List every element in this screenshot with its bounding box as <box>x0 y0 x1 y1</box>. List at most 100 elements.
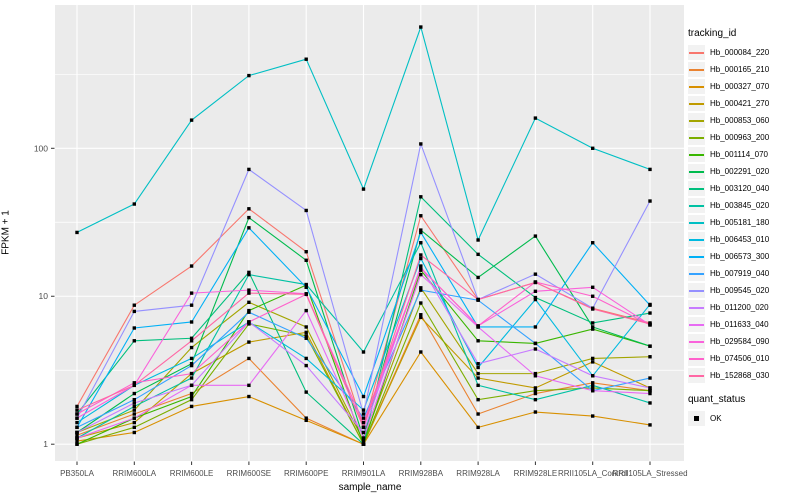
data-point <box>591 414 595 418</box>
ok-point-key <box>688 411 705 426</box>
legend: tracking_id Hb_000084_220 Hb_000165_210 Hb… <box>688 28 798 427</box>
data-point <box>533 272 538 276</box>
legend-item-Hb_000853_060: Hb_000853_060 <box>688 112 798 129</box>
data-point <box>591 285 595 289</box>
line-swatch-stroke <box>689 255 704 258</box>
line-swatch <box>688 130 705 145</box>
data-point <box>247 272 251 277</box>
data-point <box>75 430 79 435</box>
data-point <box>132 397 136 402</box>
data-point <box>247 383 251 388</box>
data-point <box>361 439 366 443</box>
line-swatch-stroke <box>689 85 704 88</box>
data-point <box>189 391 194 396</box>
data-point <box>132 339 136 343</box>
legend-item-label: Hb_001114_070 <box>710 150 768 159</box>
data-point <box>361 416 366 420</box>
data-point <box>247 288 251 292</box>
data-point <box>533 295 538 300</box>
y-tick-label: 1 <box>43 439 48 449</box>
legend-item-Hb_152868_030: Hb_152868_030 <box>688 367 798 384</box>
data-point <box>189 345 194 350</box>
line-swatch-stroke <box>689 204 704 207</box>
legend-title-quant-status: quant_status <box>688 394 746 405</box>
data-point <box>304 363 308 368</box>
data-point <box>648 376 652 380</box>
data-point <box>419 230 423 235</box>
line-swatch <box>688 198 705 213</box>
legend-series-list: Hb_000084_220 Hb_000165_210 Hb_000327_070 H… <box>688 44 798 384</box>
data-point <box>361 430 366 435</box>
data-point <box>75 412 79 416</box>
line-swatch <box>688 181 705 196</box>
data-point <box>419 228 423 232</box>
line-swatch-stroke <box>689 51 704 54</box>
data-point <box>361 408 366 412</box>
data-point <box>132 408 136 412</box>
legend-item-label: Hb_011200_020 <box>710 303 769 312</box>
x-tick-label: RRII105LA_Control <box>558 469 628 478</box>
line-swatch-stroke <box>689 187 704 190</box>
legend-title-tracking-id: tracking_id <box>688 28 737 39</box>
data-point <box>419 241 423 245</box>
data-point <box>591 386 595 390</box>
legend-item-label: Hb_000421_270 <box>710 99 770 108</box>
data-point <box>247 310 251 314</box>
data-point <box>419 315 423 320</box>
line-swatch-stroke <box>689 153 704 156</box>
line-swatch <box>688 96 705 111</box>
data-point <box>648 401 652 405</box>
data-point <box>419 272 423 277</box>
data-point <box>304 258 308 262</box>
data-point <box>361 442 366 446</box>
legend-item-label: Hb_003845_020 <box>710 201 770 210</box>
x-tick-label: RRIM928BA <box>399 469 444 478</box>
data-point <box>132 412 136 416</box>
data-point <box>591 374 595 378</box>
data-point <box>533 410 538 414</box>
data-point <box>247 291 251 295</box>
legend-item-label: Hb_002291_020 <box>710 167 770 176</box>
legend-item-label: Hb_000165_210 <box>710 65 770 74</box>
data-point <box>132 391 136 396</box>
data-point <box>361 412 366 416</box>
data-point <box>361 394 366 399</box>
legend-item-label: Hb_000963_200 <box>710 133 770 142</box>
line-swatch-stroke <box>689 68 704 71</box>
y-tick-label: 100 <box>34 143 48 153</box>
legend-item-label: Hb_003120_040 <box>710 184 770 193</box>
legend-item-label: Hb_009545_020 <box>710 286 770 295</box>
line-swatch <box>688 300 705 315</box>
x-tick-label: RRIM928LE <box>514 469 558 478</box>
data-point <box>189 264 194 268</box>
line-swatch <box>688 351 705 366</box>
data-point <box>361 425 366 430</box>
data-point <box>476 324 480 328</box>
series-points-Hb_005181_180 <box>75 25 652 242</box>
legend-item-Hb_005181_180: Hb_005181_180 <box>688 214 798 231</box>
legend-item-Hb_011200_020: Hb_011200_020 <box>688 299 798 316</box>
data-point <box>591 360 595 364</box>
legend-item-label: Hb_000853_060 <box>710 116 770 125</box>
data-point <box>304 285 308 289</box>
line-swatch-stroke <box>689 221 704 224</box>
data-point <box>591 381 595 385</box>
data-point <box>648 167 652 172</box>
data-point <box>533 289 538 294</box>
line-swatch <box>688 164 705 179</box>
legend-item-label: Hb_152868_030 <box>710 371 770 380</box>
data-point <box>247 226 251 230</box>
legend-item-Hb_074506_010: Hb_074506_010 <box>688 350 798 367</box>
data-point <box>591 146 595 150</box>
data-point <box>189 394 194 399</box>
data-point <box>419 195 423 199</box>
x-tick-label: RRIM600LA <box>113 469 157 478</box>
legend-item-Hb_007919_040: Hb_007919_040 <box>688 265 798 282</box>
data-point <box>132 404 136 409</box>
data-point <box>476 376 480 380</box>
data-point <box>476 412 480 416</box>
line-swatch-stroke <box>689 170 704 173</box>
data-point <box>75 436 79 440</box>
data-point <box>533 391 538 396</box>
legend-item-Hb_000084_220: Hb_000084_220 <box>688 44 798 61</box>
